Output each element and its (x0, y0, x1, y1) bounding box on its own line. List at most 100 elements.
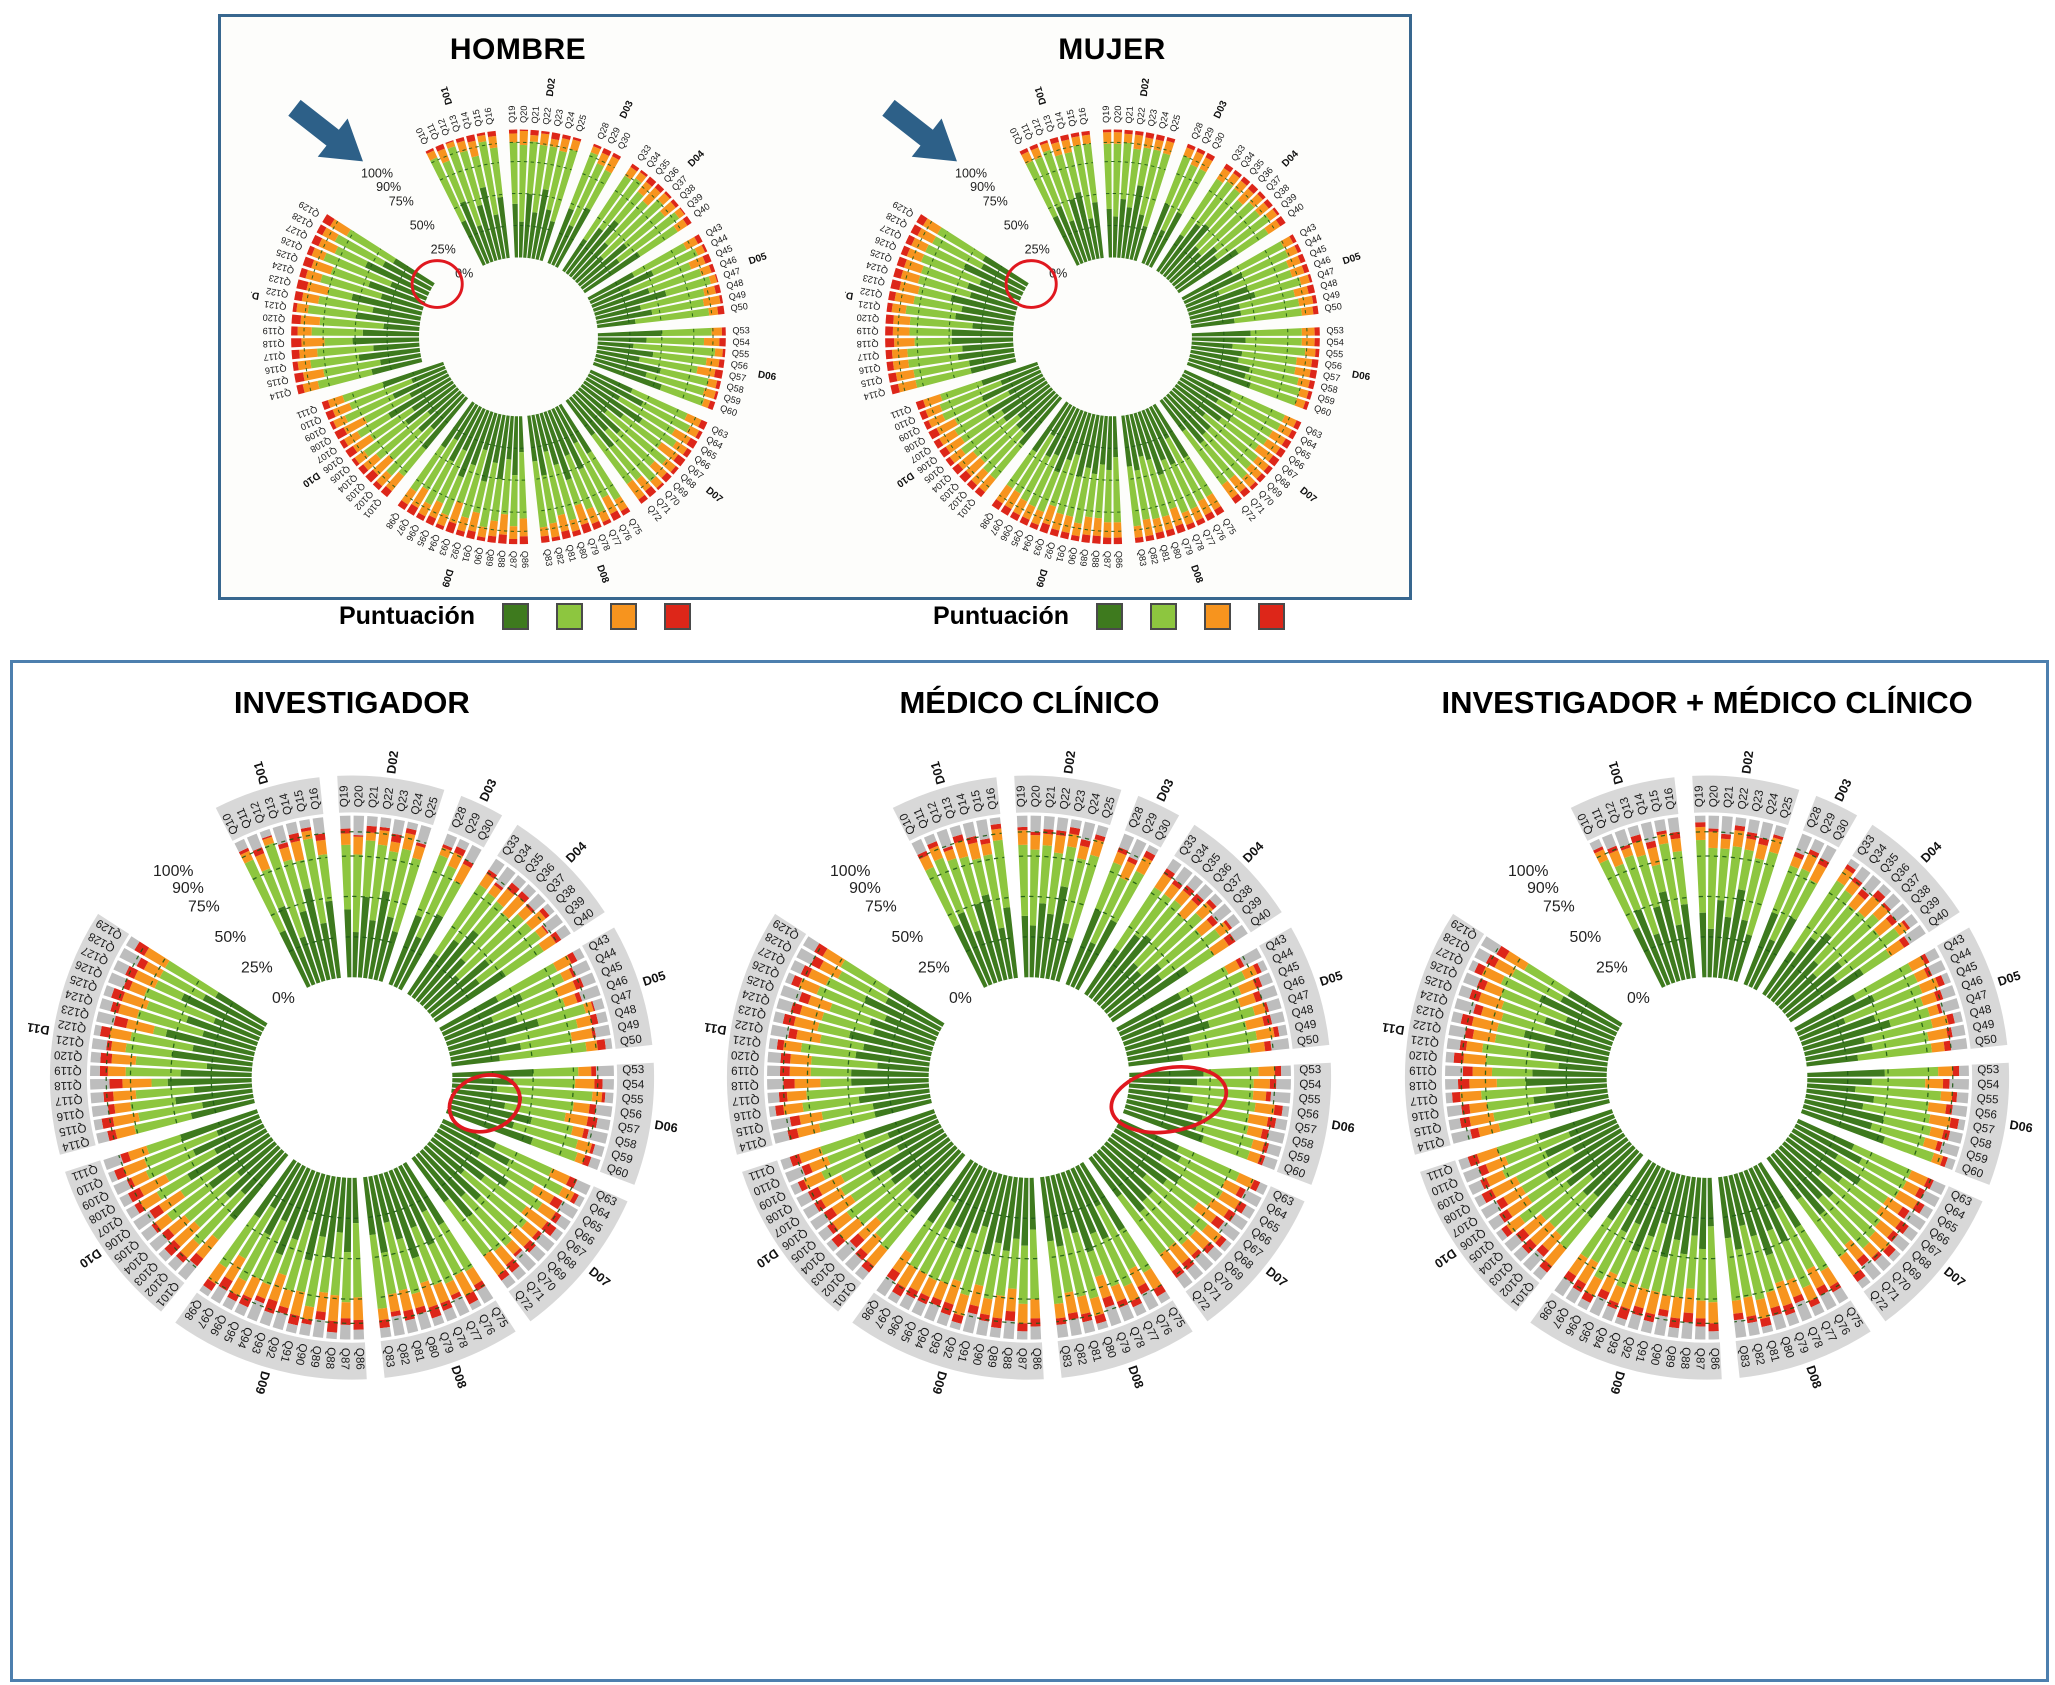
bar-segment (411, 380, 454, 412)
bar-segment (706, 378, 717, 389)
bar-segment (655, 482, 664, 491)
bar-segment (1558, 1062, 1608, 1072)
bar-segment (1190, 151, 1204, 168)
bar-segment (1761, 1324, 1774, 1334)
bar-segment (1802, 1019, 1892, 1051)
bar-segment (1793, 1293, 1805, 1304)
bar-segment (1107, 1137, 1168, 1185)
bar-segment (592, 1144, 605, 1157)
bar-segment (430, 1137, 485, 1181)
question-label: Q53 (732, 325, 750, 335)
bar-segment (703, 337, 719, 347)
bar-segment (1202, 1135, 1251, 1160)
bar-segment (99, 1025, 112, 1038)
bar-segment (315, 839, 327, 856)
bar-segment (952, 1313, 964, 1324)
bar-segment (519, 536, 528, 545)
bar-segment (1191, 341, 1233, 349)
question-label: Q56 (1974, 1106, 1997, 1122)
bar-segment (1858, 895, 1880, 918)
bar-segment (1194, 199, 1243, 250)
bar-segment (673, 208, 684, 219)
bar-segment (519, 130, 528, 146)
bar-segment (637, 494, 648, 504)
bar-segment (586, 451, 621, 501)
bar-segment (1157, 929, 1203, 969)
bar-segment (443, 1016, 494, 1042)
bar-segment (886, 302, 893, 313)
question-label: Q116 (1411, 1107, 1440, 1123)
bar-segment (1721, 816, 1733, 835)
bar-segment (1133, 225, 1147, 262)
bar-segment (426, 150, 437, 161)
tick-ring (1796, 848, 1829, 865)
bar-segment (1806, 1054, 1859, 1067)
bar-segment (441, 1118, 497, 1149)
tick-ring (1596, 832, 1680, 859)
bar-segment (1019, 516, 1030, 526)
bar-segment (1035, 903, 1047, 978)
tick-ring (1876, 1069, 1889, 1142)
bar-segment (1572, 1279, 1587, 1293)
tick-ring (1565, 1001, 1590, 1114)
bar-segment (90, 1051, 101, 1063)
bar-segment (476, 1285, 494, 1304)
bar-segment (678, 207, 685, 215)
bar-segment (1069, 827, 1081, 836)
bar-segment (539, 133, 549, 146)
bar-segment (983, 1174, 1009, 1255)
bar-segment (572, 1102, 590, 1114)
bar-segment (480, 413, 502, 482)
bar-segment (440, 475, 464, 516)
bar-segment (972, 857, 990, 897)
bar-segment (325, 900, 341, 979)
bar-segment (1837, 929, 1880, 967)
bar-segment (1020, 151, 1033, 165)
bar-segment (369, 407, 414, 441)
question-label: Q14 (1632, 791, 1650, 816)
bar-segment (531, 1230, 542, 1241)
question-label: Q54 (732, 337, 750, 347)
domain-label: D07 (1297, 485, 1319, 505)
bar-segment (334, 246, 368, 268)
legend-swatches (475, 603, 692, 630)
bar-segment (907, 1145, 959, 1194)
bar-segment (1174, 523, 1186, 534)
bar-segment (1597, 1288, 1610, 1301)
bar-segment (701, 398, 710, 409)
bar-segment (851, 1069, 930, 1077)
bar-segment (892, 359, 909, 371)
bar-segment (718, 294, 723, 304)
question-label: Q57 (728, 370, 747, 383)
bar-segment (1270, 1011, 1286, 1025)
bar-segment (508, 133, 517, 143)
bar-segment (1123, 129, 1133, 135)
bar-segment (1681, 1322, 1693, 1340)
tick-ring (1828, 892, 1893, 956)
bar-segment (796, 1191, 814, 1208)
bar-segment (590, 288, 631, 308)
bar-segment (1187, 1103, 1250, 1123)
domain-label: D08 (1803, 1364, 1824, 1391)
radial-tick-label: 0% (455, 267, 473, 281)
bar-segment (476, 225, 493, 263)
bar-segment (500, 459, 511, 515)
question-label: Q47 (722, 266, 741, 281)
bar-segment (1708, 828, 1719, 833)
bar-segment (1031, 401, 1069, 453)
tick-ring (583, 382, 620, 427)
label-band (1570, 777, 1679, 841)
bar-segment (480, 1175, 527, 1213)
bar-segment (1047, 1240, 1064, 1305)
question-label: Q115 (735, 1121, 764, 1139)
bar-segment (1485, 1055, 1560, 1069)
tick-ring (1151, 892, 1215, 956)
bar-segment (460, 449, 487, 519)
bar-segment (924, 404, 943, 418)
bar-segment (613, 496, 628, 512)
bar-segment (1068, 220, 1087, 263)
bar-segment (1216, 167, 1230, 183)
bar-segment (1102, 129, 1111, 133)
